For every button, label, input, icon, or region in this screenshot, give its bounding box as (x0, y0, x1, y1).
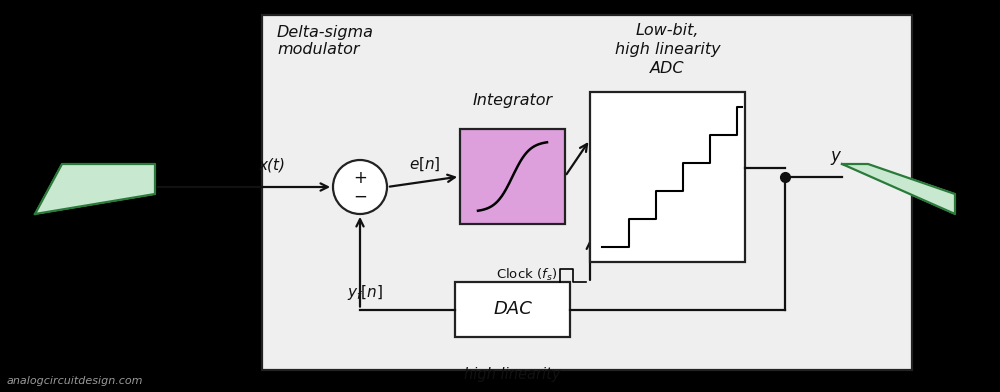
Circle shape (333, 160, 387, 214)
Text: x(t): x(t) (258, 158, 286, 173)
Text: +: + (353, 169, 367, 187)
Bar (262, 15, 912, 370)
Text: Integrator: Integrator (472, 94, 553, 109)
Text: Low-bit,
high linearity
ADC: Low-bit, high linearity ADC (615, 23, 720, 76)
Text: analogcircuitdesign.com: analogcircuitdesign.com (7, 376, 144, 386)
Bar (460, 129, 565, 224)
Text: −: − (353, 188, 367, 206)
Text: Delta-sigma
modulator: Delta-sigma modulator (277, 25, 374, 57)
Text: Clock ($f_s$): Clock ($f_s$) (496, 267, 557, 283)
Bar (590, 92, 745, 262)
Text: DAC: DAC (493, 301, 532, 318)
Text: $y_f[n]$: $y_f[n]$ (347, 283, 383, 301)
Text: $e[n]$: $e[n]$ (409, 156, 441, 173)
Text: y: y (830, 147, 840, 165)
Polygon shape (842, 164, 955, 214)
Polygon shape (35, 164, 155, 214)
Bar (455, 282, 570, 337)
Text: high linearity: high linearity (464, 367, 561, 381)
